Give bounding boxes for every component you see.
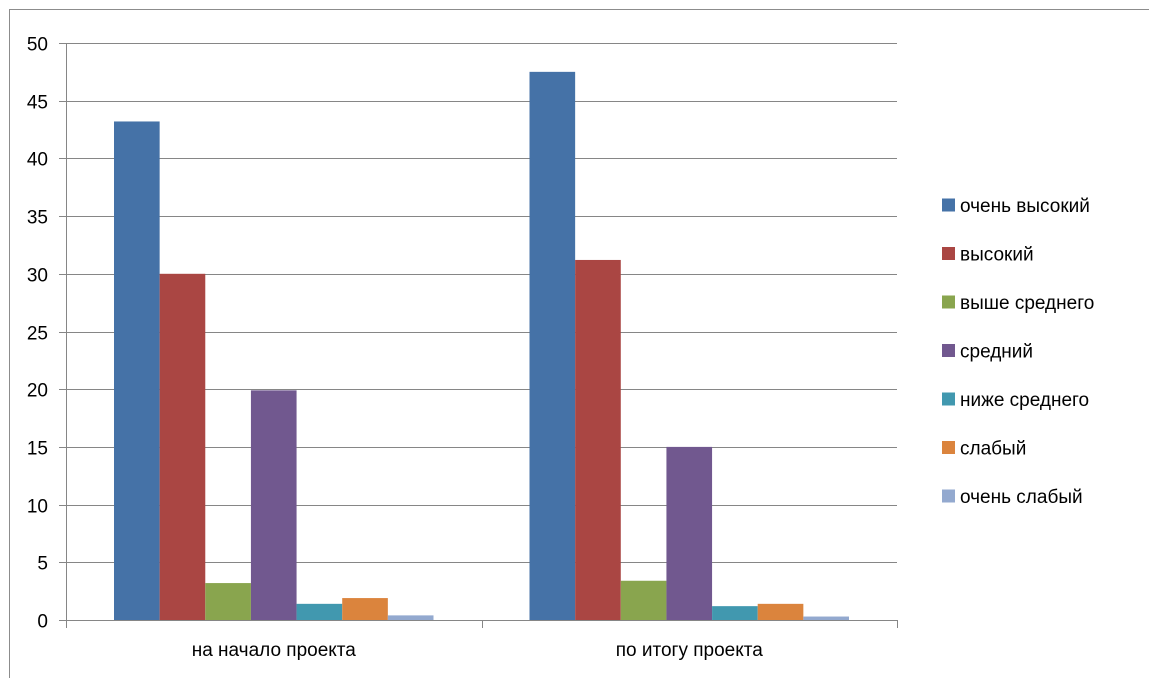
- y-tick-label: 40: [27, 150, 48, 171]
- legend: очень высокий высокий выше среднего средний…: [942, 196, 1094, 508]
- y-tick-label: 45: [27, 93, 48, 114]
- y-tick-label: 35: [27, 208, 48, 229]
- legend-label: средний: [960, 342, 1033, 363]
- legend-label: выше среднего: [960, 293, 1094, 314]
- y-tick-label: 5: [37, 554, 48, 575]
- bar-4-1: [250, 390, 297, 620]
- legend-label: слабый: [960, 439, 1026, 460]
- legend-label: очень слабый: [960, 487, 1083, 508]
- x-tick-label: на начало проекта: [192, 640, 357, 661]
- gridlines: [66, 43, 897, 563]
- y-tick-label: 30: [27, 266, 48, 287]
- legend-swatch: [942, 489, 955, 503]
- bar-4-2: [666, 446, 713, 620]
- y-tick-label: 10: [27, 497, 48, 518]
- legend-swatch: [942, 441, 955, 454]
- bar-5-1: [296, 603, 343, 620]
- bar-6-2: [757, 603, 804, 620]
- legend-label: очень высокий: [960, 196, 1090, 217]
- bar-3-2: [620, 580, 667, 620]
- legend-swatch: [942, 344, 955, 357]
- bar-3-1: [205, 583, 251, 620]
- legend-swatch: [942, 392, 955, 406]
- x-axis-tick-labels: на начало проекта по итогу проекта: [192, 640, 764, 661]
- x-tick-label: по итогу проекта: [616, 640, 764, 661]
- bars: [114, 71, 849, 621]
- bar-2-2: [575, 259, 621, 620]
- y-tick-label: 20: [27, 381, 48, 402]
- bar-6-1: [342, 598, 388, 620]
- chart-frame: [9, 9, 1149, 678]
- legend-label: высокий: [960, 245, 1034, 266]
- bar-1-1: [114, 121, 160, 620]
- axes: [59, 43, 898, 628]
- y-tick-label: 15: [27, 439, 48, 460]
- legend-label: ниже среднего: [960, 390, 1089, 411]
- bar-7-2: [803, 616, 849, 620]
- y-tick-label: 25: [27, 324, 48, 345]
- bar-2-1: [159, 273, 206, 620]
- bar-1-2: [529, 71, 576, 621]
- y-tick-label: 50: [27, 35, 48, 56]
- y-tick-label: 0: [37, 612, 48, 633]
- bar-7-1: [387, 615, 434, 620]
- bar-5-2: [712, 606, 758, 620]
- legend-swatch: [942, 198, 955, 212]
- legend-swatch: [942, 295, 955, 309]
- legend-swatch: [942, 247, 955, 260]
- y-axis-tick-labels: 0 5 10 15 20 25 30 35 40 45 50: [27, 35, 48, 633]
